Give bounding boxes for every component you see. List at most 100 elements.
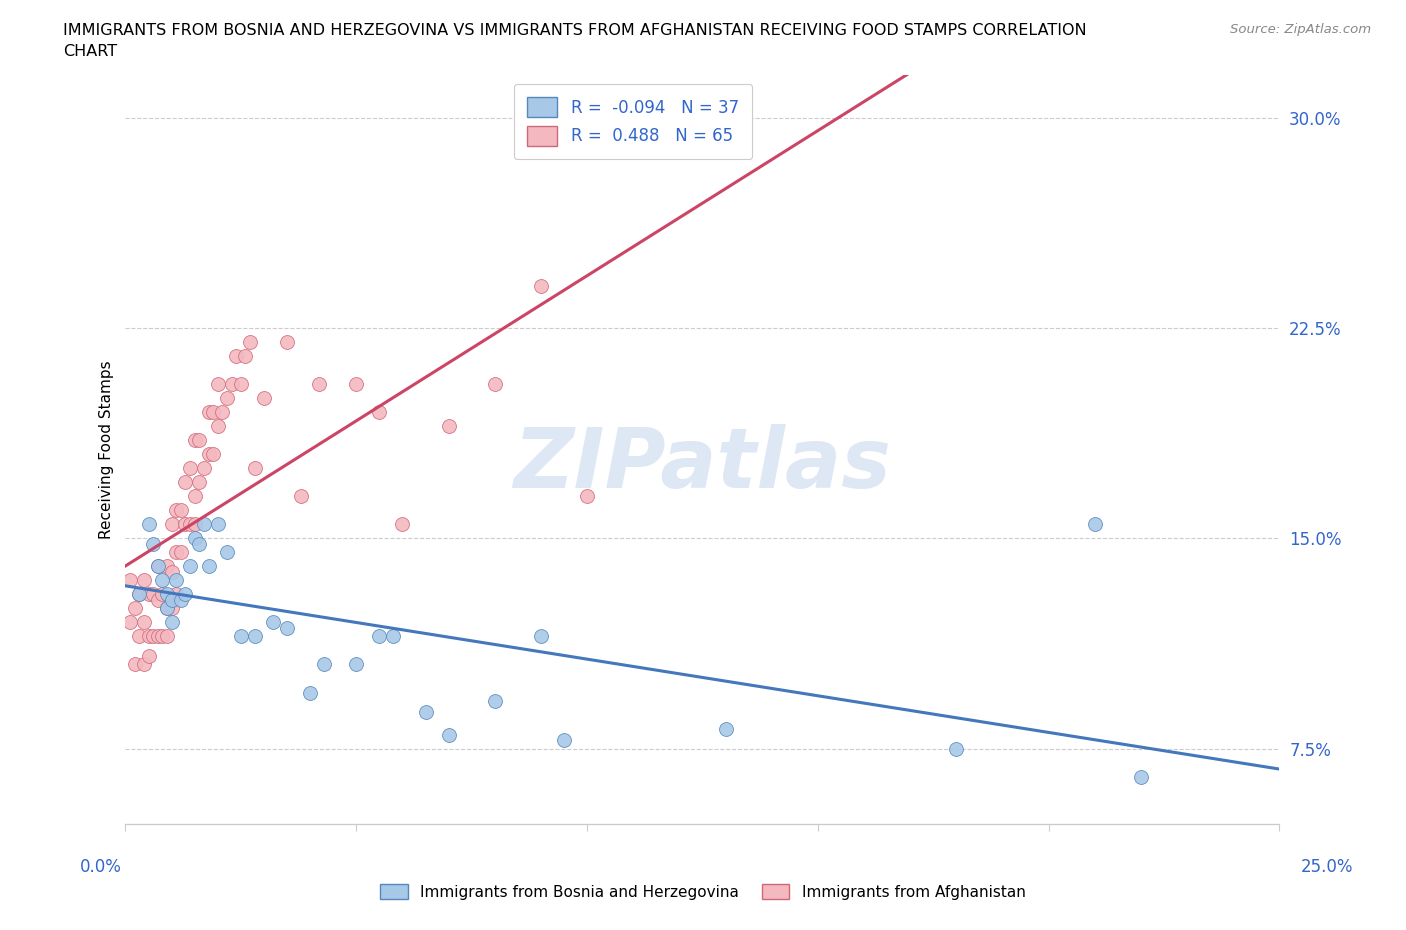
Point <box>308 377 330 392</box>
Point <box>146 559 169 574</box>
Point <box>160 592 183 607</box>
Point <box>120 573 142 588</box>
Point <box>146 629 169 644</box>
Point <box>128 629 150 644</box>
Point <box>188 474 211 489</box>
Point <box>152 587 174 602</box>
Text: Source: ZipAtlas.com: Source: ZipAtlas.com <box>1230 23 1371 36</box>
Point <box>253 391 276 405</box>
Point <box>124 657 146 671</box>
Point <box>170 503 193 518</box>
Y-axis label: Receiving Food Stamps: Receiving Food Stamps <box>100 361 114 539</box>
Text: ZIPatlas: ZIPatlas <box>513 424 891 505</box>
Point <box>165 573 187 588</box>
Point <box>156 587 179 602</box>
Point <box>138 517 160 532</box>
Point <box>193 460 215 475</box>
Point <box>312 657 335 671</box>
Point <box>174 587 197 602</box>
Point <box>553 733 575 748</box>
Point <box>138 629 160 644</box>
Legend: R =  -0.094   N = 37, R =  0.488   N = 65: R = -0.094 N = 37, R = 0.488 N = 65 <box>515 84 752 159</box>
Point <box>368 629 391 644</box>
Legend: Immigrants from Bosnia and Herzegovina, Immigrants from Afghanistan: Immigrants from Bosnia and Herzegovina, … <box>374 877 1032 906</box>
Point <box>183 517 205 532</box>
Point <box>243 460 266 475</box>
Point <box>207 517 229 532</box>
Point <box>229 377 252 392</box>
Point <box>156 601 179 616</box>
Point <box>142 537 165 551</box>
Point <box>170 545 193 560</box>
Point <box>945 741 967 756</box>
Point <box>138 587 160 602</box>
Point <box>344 657 367 671</box>
Point <box>391 517 413 532</box>
Point <box>276 335 298 350</box>
Point <box>229 629 252 644</box>
Point <box>530 278 553 293</box>
Point <box>207 377 229 392</box>
Point <box>183 432 205 447</box>
Point <box>484 694 506 709</box>
Point <box>165 545 187 560</box>
Point <box>1084 517 1107 532</box>
Point <box>128 587 150 602</box>
Point <box>239 335 262 350</box>
Point <box>202 405 225 419</box>
Point <box>124 601 146 616</box>
Point <box>193 517 215 532</box>
Point <box>225 349 247 364</box>
Point <box>188 432 211 447</box>
Point <box>221 377 243 392</box>
Point <box>174 474 197 489</box>
Point <box>146 559 169 574</box>
Point <box>235 349 257 364</box>
Point <box>132 573 155 588</box>
Point <box>174 517 197 532</box>
Point <box>179 517 201 532</box>
Point <box>132 657 155 671</box>
Point <box>714 722 737 737</box>
Point <box>207 418 229 433</box>
Point <box>142 587 165 602</box>
Text: 25.0%: 25.0% <box>1301 857 1354 876</box>
Point <box>276 620 298 635</box>
Point <box>160 565 183 579</box>
Point <box>165 587 187 602</box>
Point <box>215 545 238 560</box>
Point <box>530 629 553 644</box>
Point <box>128 587 150 602</box>
Point <box>142 629 165 644</box>
Point <box>437 727 460 742</box>
Point <box>120 615 142 630</box>
Point <box>146 592 169 607</box>
Point <box>132 615 155 630</box>
Point <box>299 685 322 700</box>
Point <box>170 592 193 607</box>
Point <box>415 705 437 720</box>
Point <box>197 405 219 419</box>
Point <box>344 377 367 392</box>
Point <box>290 489 312 504</box>
Text: IMMIGRANTS FROM BOSNIA AND HERZEGOVINA VS IMMIGRANTS FROM AFGHANISTAN RECEIVING : IMMIGRANTS FROM BOSNIA AND HERZEGOVINA V… <box>63 23 1087 38</box>
Point <box>188 537 211 551</box>
Point <box>160 517 183 532</box>
Point <box>202 446 225 461</box>
Point <box>211 405 233 419</box>
Point <box>197 559 219 574</box>
Point <box>215 391 238 405</box>
Point <box>262 615 284 630</box>
Point <box>576 489 599 504</box>
Point <box>368 405 391 419</box>
Point <box>152 573 174 588</box>
Point <box>183 531 205 546</box>
Point <box>179 460 201 475</box>
Point <box>156 629 179 644</box>
Point <box>243 629 266 644</box>
Point <box>183 489 205 504</box>
Point <box>160 615 183 630</box>
Point <box>152 629 174 644</box>
Text: CHART: CHART <box>63 44 117 59</box>
Point <box>1129 769 1152 784</box>
